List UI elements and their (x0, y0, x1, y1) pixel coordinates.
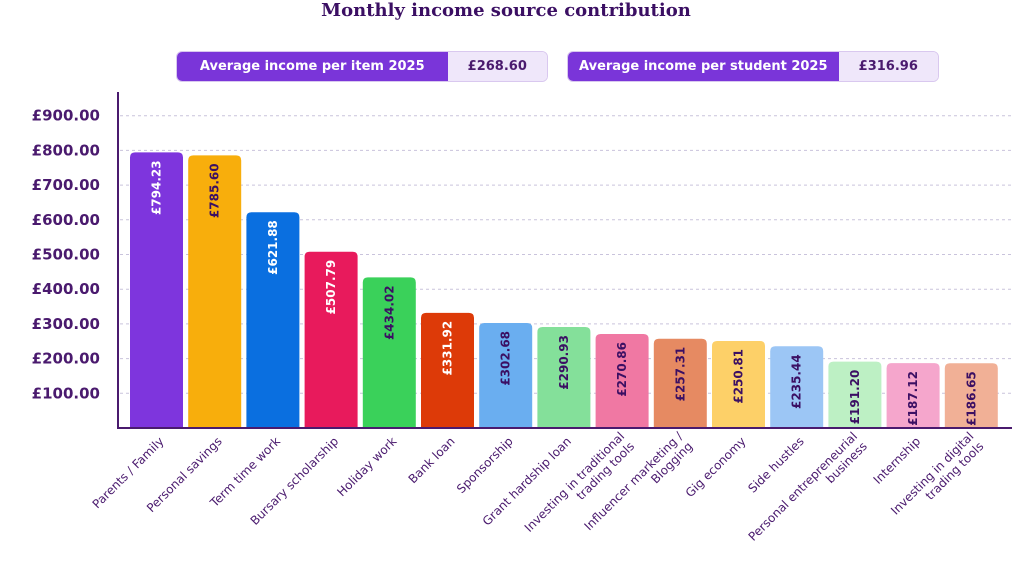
bar (246, 212, 300, 428)
data-label: £250.81 (732, 349, 746, 404)
data-label: £434.02 (382, 285, 396, 340)
data-label: £507.79 (324, 260, 338, 315)
avg-income-per-student-label: Average income per student 2025 (568, 52, 839, 81)
data-label: £191.20 (848, 370, 862, 425)
bar (304, 251, 358, 428)
y-tick-label: £200.00 (32, 350, 100, 368)
bar (770, 346, 824, 428)
data-label: £331.92 (441, 321, 455, 376)
bar (537, 327, 591, 428)
bar (828, 361, 882, 428)
y-tick-label: £800.00 (32, 141, 100, 159)
chart-title: Monthly income source contribution (321, 0, 691, 21)
avg-income-per-student-badge: Average income per student 2025 £316.96 (567, 51, 939, 82)
data-label: £302.68 (499, 331, 513, 386)
data-label: £235.44 (790, 354, 804, 409)
y-tick-label: £100.00 (32, 384, 100, 402)
bar (421, 312, 474, 428)
y-tick-label: £900.00 (32, 107, 100, 125)
data-label: £621.88 (266, 220, 280, 275)
x-tick-label-line: Internship (871, 434, 924, 487)
y-tick-label: £700.00 (32, 176, 100, 194)
x-tick-label: Gig economy (683, 434, 749, 500)
bar (479, 322, 533, 428)
y-tick-label: £500.00 (32, 246, 100, 264)
data-label: £290.93 (557, 335, 571, 390)
bar (362, 277, 416, 428)
avg-income-per-item-value: £268.60 (447, 52, 547, 81)
y-tick-label: £600.00 (32, 211, 100, 229)
data-label: £785.60 (208, 163, 222, 218)
y-tick-label: £400.00 (32, 280, 100, 298)
avg-income-per-item-badge: Average income per item 2025 £268.60 (176, 51, 548, 82)
avg-income-per-item-label: Average income per item 2025 (177, 52, 448, 81)
bar (130, 152, 183, 428)
bar (188, 155, 242, 429)
x-tick-label-line: Sponsorship (454, 434, 516, 496)
bar (653, 338, 707, 428)
data-label: £187.12 (906, 371, 920, 426)
bar (886, 363, 940, 428)
data-label: £186.65 (964, 371, 978, 426)
bar (595, 334, 649, 428)
data-label: £257.31 (673, 347, 687, 402)
x-tick-label: Personal entrepreneurialbusiness (746, 429, 870, 553)
x-tick-label-line: Investing in digital (888, 429, 976, 517)
data-label: £794.23 (150, 160, 164, 215)
x-tick-label-line: Gig economy (683, 434, 749, 500)
bar (712, 340, 765, 428)
y-tick-label: £300.00 (32, 315, 100, 333)
data-label: £270.86 (615, 342, 629, 397)
x-tick-label: Holiday work (334, 434, 399, 499)
x-tick-label-line: Investing in traditional (522, 429, 628, 535)
x-tick-label-line: Bank loan (406, 434, 458, 486)
x-tick-label: Internship (871, 434, 924, 487)
x-tick-label: Sponsorship (454, 434, 516, 496)
bar (944, 363, 998, 428)
x-tick-label-line: Holiday work (334, 434, 399, 499)
x-tick-label: Bank loan (406, 434, 458, 486)
avg-income-per-student-value: £316.96 (838, 52, 938, 81)
